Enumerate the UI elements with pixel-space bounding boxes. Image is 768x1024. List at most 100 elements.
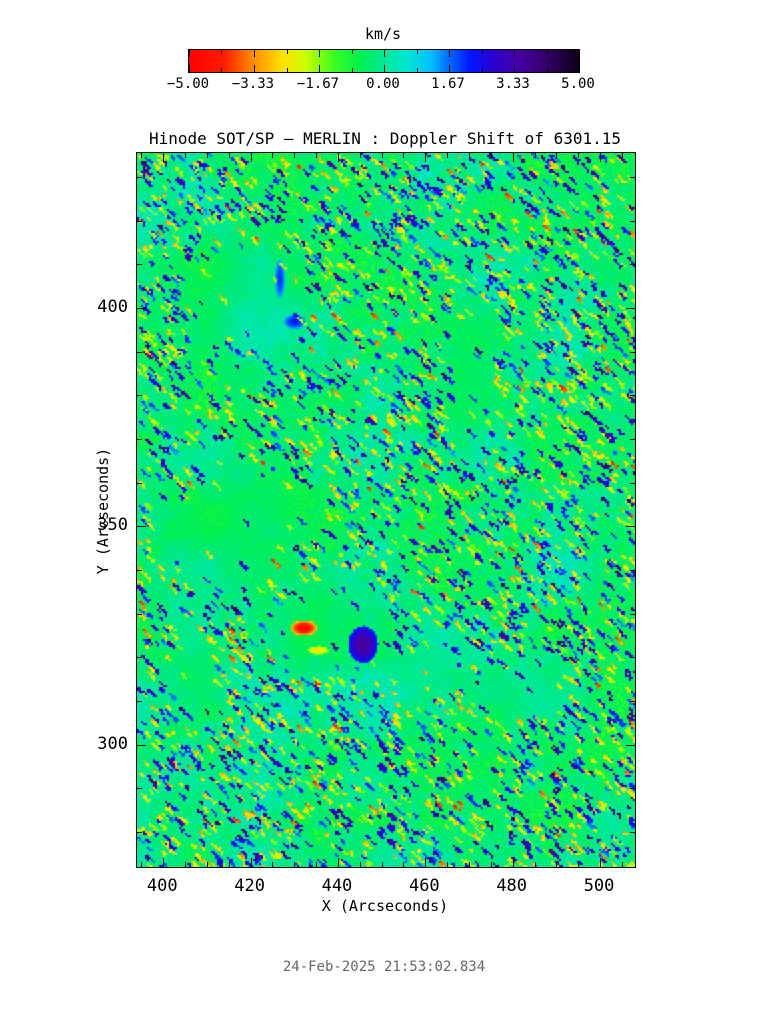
axis-tick xyxy=(534,862,536,867)
axis-tick xyxy=(534,153,536,158)
x-tick-label: 480 xyxy=(496,876,528,896)
axis-tick xyxy=(137,308,146,310)
axis-tick xyxy=(630,570,635,572)
colorbar-tick xyxy=(253,50,255,57)
colorbar-tick-label: 5.00 xyxy=(561,76,595,92)
axis-tick xyxy=(316,862,318,867)
colorbar-tick xyxy=(221,50,223,54)
axis-tick xyxy=(425,153,427,162)
axis-tick xyxy=(469,153,470,158)
axis-tick xyxy=(626,526,635,528)
axis-tick xyxy=(621,153,623,158)
colorbar-tick xyxy=(448,65,450,72)
colorbar-tick-label: −1.67 xyxy=(296,76,340,92)
axis-tick xyxy=(381,153,383,158)
axis-tick xyxy=(272,862,274,867)
x-tick-label: 500 xyxy=(583,876,615,896)
axis-tick xyxy=(272,153,274,158)
colorbar-tick xyxy=(481,50,483,54)
axis-tick xyxy=(137,832,142,834)
axis-tick xyxy=(250,858,252,867)
axis-tick xyxy=(359,153,361,158)
colorbar-tick xyxy=(318,65,320,72)
axis-tick xyxy=(556,153,558,158)
axis-tick xyxy=(137,570,142,572)
y-tick-label: 400 xyxy=(97,297,128,318)
doppler-map-canvas xyxy=(137,153,635,867)
axis-tick xyxy=(137,439,142,441)
axis-tick xyxy=(630,482,635,484)
colorbar-tick xyxy=(189,65,190,72)
colorbar-tick-label: −3.33 xyxy=(231,76,275,92)
x-tick-label: 420 xyxy=(234,876,265,896)
colorbar-tick xyxy=(384,65,385,72)
axis-tick xyxy=(600,153,602,162)
colorbar xyxy=(188,49,580,73)
x-axis-label: X (Arcseconds) xyxy=(321,897,449,915)
colorbar-gradient xyxy=(189,50,579,72)
axis-tick xyxy=(185,153,187,158)
timestamp: 24-Feb-2025 21:53:02.834 xyxy=(282,959,486,975)
axis-tick xyxy=(630,220,635,222)
axis-tick xyxy=(403,153,405,158)
axis-tick xyxy=(578,862,580,867)
colorbar-tick xyxy=(286,68,288,72)
colorbar-tick xyxy=(448,50,450,57)
axis-tick xyxy=(490,153,492,158)
axis-tick xyxy=(447,153,449,158)
axis-tick xyxy=(600,858,602,867)
colorbar-tick-label: 1.67 xyxy=(431,76,465,92)
axis-tick xyxy=(163,858,165,867)
y-tick-label: 300 xyxy=(97,733,128,754)
axis-tick xyxy=(137,657,142,659)
x-tick-label: 440 xyxy=(321,876,353,896)
colorbar-tick xyxy=(579,65,580,72)
axis-tick xyxy=(626,744,635,746)
axis-tick xyxy=(206,153,208,158)
axis-tick xyxy=(630,351,635,353)
axis-tick xyxy=(337,858,339,867)
colorbar-tick-label: −5.00 xyxy=(166,76,210,92)
axis-tick xyxy=(137,395,142,397)
axis-tick xyxy=(630,395,635,397)
colorbar-tick xyxy=(416,68,418,72)
axis-tick xyxy=(630,832,635,834)
axis-tick xyxy=(425,858,427,867)
axis-tick xyxy=(163,153,165,162)
axis-tick xyxy=(556,862,558,867)
axis-tick xyxy=(630,177,635,179)
axis-tick xyxy=(137,220,142,222)
y-axis-label: Y (Arcseconds) xyxy=(94,447,112,575)
axis-tick xyxy=(228,153,230,158)
axis-tick xyxy=(490,862,492,867)
axis-tick xyxy=(359,862,361,867)
y-tick-label: 350 xyxy=(97,515,128,536)
axis-tick xyxy=(137,701,142,703)
axis-tick xyxy=(137,351,142,353)
axis-tick xyxy=(141,862,143,867)
axis-tick xyxy=(141,153,143,158)
colorbar-tick-label: 0.00 xyxy=(366,76,400,92)
colorbar-tick-label: 3.33 xyxy=(496,76,530,92)
axis-tick xyxy=(469,862,470,867)
colorbar-tick xyxy=(514,65,515,72)
axis-tick xyxy=(403,862,405,867)
axis-tick xyxy=(228,862,230,867)
axis-tick xyxy=(137,526,146,528)
colorbar-tick xyxy=(546,50,548,54)
axis-tick xyxy=(630,613,635,615)
colorbar-tick xyxy=(384,50,385,57)
axis-tick xyxy=(250,153,252,162)
colorbar-tick xyxy=(481,68,483,72)
colorbar-tick xyxy=(546,68,548,72)
axis-tick xyxy=(316,153,318,158)
colorbar-title: km/s xyxy=(364,25,402,43)
axis-tick xyxy=(578,153,580,158)
axis-tick xyxy=(626,308,635,310)
colorbar-tick-labels: −5.00 −3.33 −1.67 0.00 1.67 3.33 5.00 xyxy=(167,76,595,94)
x-tick-label: 400 xyxy=(146,876,178,896)
axis-tick xyxy=(630,439,635,441)
axis-tick xyxy=(185,862,187,867)
axis-tick xyxy=(137,177,142,179)
